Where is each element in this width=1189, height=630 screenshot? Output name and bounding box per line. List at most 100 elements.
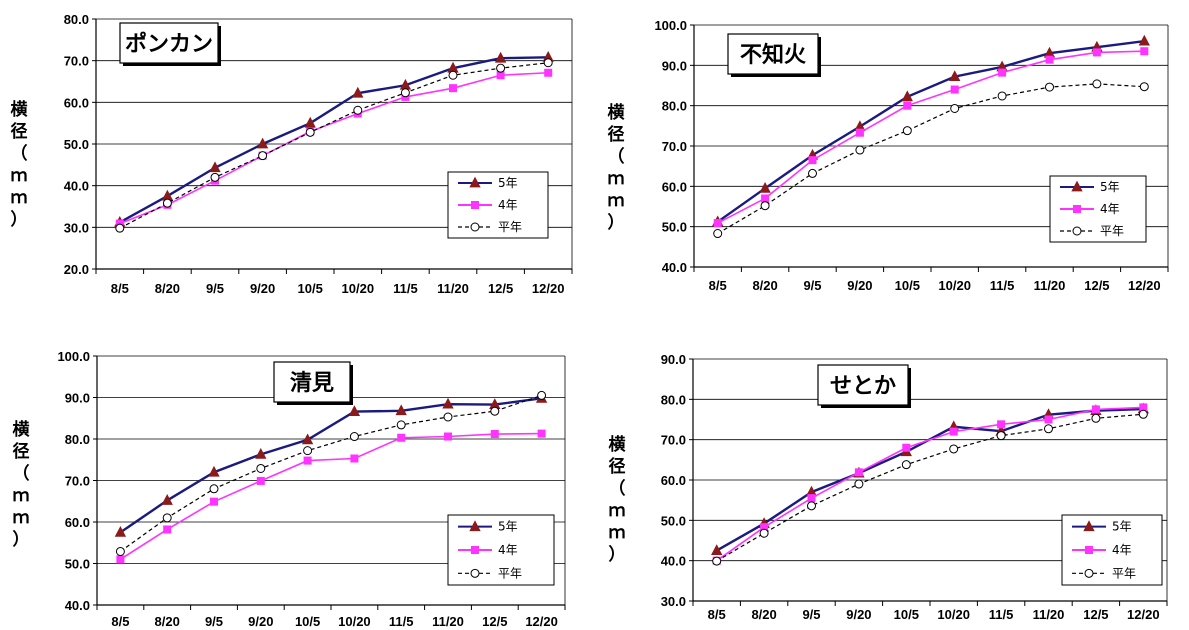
y-axis-label-char: 横 [609,434,626,455]
data-point [353,105,363,115]
x-tick-label: 11/5 [389,614,414,629]
chart-2: 40.0 50.0 60.0 70.0 80.0 90.0 100.0 8/5 8/20 9/5 9… [608,18,1169,293]
data-point [161,494,173,505]
chart-title: せとか [830,374,896,399]
y-axis-label-char: ｍ [13,508,30,528]
data-point [807,494,816,503]
x-tick-label: 12/5 [1083,607,1108,622]
series-line-1 [717,39,1145,223]
y-axis-label-char: 横 [11,99,28,120]
data-point [949,427,958,436]
legend-label: 平年 [498,220,522,234]
data-point [713,219,722,228]
y-tick-label: 30.0 [64,220,89,235]
x-tick-label: 12/5 [488,281,513,296]
data-point [537,390,547,400]
y-axis-label-char: ｍ [13,486,30,506]
data-point [1045,55,1054,64]
data-point [855,145,865,155]
data-point [544,68,553,77]
data-point [210,172,220,182]
x-tick-label: 9/5 [206,281,224,296]
data-point [258,151,268,161]
y-axis-label-char: 径 [609,456,626,477]
legend-label: 5年 [498,176,518,190]
data-point [997,91,1007,101]
data-point [712,556,722,566]
data-point [256,476,265,485]
data-point [163,525,172,534]
data-point [116,555,125,564]
series-line-2 [119,432,542,561]
y-tick-label: 90.0 [661,352,686,367]
data-point [115,546,125,556]
data-point [855,128,864,137]
x-tick-label: 10/5 [895,278,920,293]
x-tick-label: 11/5 [990,278,1015,293]
x-tick-label: 12/20 [1128,278,1161,293]
y-axis-label-char: （ [11,143,28,164]
y-axis-label-char: 横 [608,102,625,123]
y-tick-label: 80.0 [65,432,90,447]
data-point [807,501,816,511]
x-tick-label: 12/20 [525,614,558,629]
y-axis-label-char: （ [608,146,625,167]
data-point [162,198,172,208]
y-tick-label: 50.0 [64,137,89,152]
x-tick-label: 8/20 [155,281,180,296]
data-point [114,526,127,537]
data-point [442,397,454,409]
data-point [713,229,723,239]
x-tick-label: 8/5 [111,614,129,629]
x-tick-label: 9/20 [250,281,275,296]
y-tick-label: 90.0 [662,58,687,73]
y-axis-label-char: （ [13,463,30,484]
y-tick-label: 40.0 [64,179,89,194]
chart-3: 40.0 50.0 60.0 70.0 80.0 90.0 100.0 8/5 8/20 9/5 9… [13,349,566,629]
legend-marker [470,568,480,578]
series-line-2 [717,50,1145,224]
data-point [352,86,364,98]
data-point [449,84,457,93]
y-tick-label: 50.0 [65,557,90,572]
x-tick-label: 9/5 [205,614,223,629]
x-tick-label: 8/20 [751,607,776,622]
data-point [209,484,219,494]
data-point [543,58,553,68]
legend-marker [469,520,481,532]
y-axis-label-char: （ [609,478,626,499]
y-axis-label-char: ｍ [609,523,626,543]
data-point [759,181,771,193]
data-point [303,446,313,456]
data-point [305,127,315,137]
x-tick-label: 8/20 [155,614,180,629]
legend-marker [471,546,479,554]
data-point [348,405,361,417]
y-tick-label: 70.0 [661,433,686,448]
data-point [760,201,770,211]
x-tick-label: 8/5 [708,607,726,622]
data-point [711,544,723,555]
data-point [349,432,359,442]
chart-title: 不知火 [740,42,806,68]
y-axis-label-char: ） [608,212,625,233]
data-point [490,430,499,439]
data-point [902,443,911,452]
data-point [1045,82,1054,92]
legend-label: 4年 [498,543,518,557]
data-point [997,420,1006,429]
data-point [902,126,912,136]
data-point [1140,47,1149,56]
x-tick-label: 11/5 [393,281,418,296]
data-point [950,85,959,94]
y-tick-label: 40.0 [65,598,90,613]
data-point [808,168,817,178]
x-tick-label: 9/20 [248,614,273,629]
data-point [1138,409,1148,419]
data-point [397,433,406,442]
data-point [1091,413,1101,423]
data-point [1139,82,1149,92]
y-tick-label: 80.0 [64,12,89,27]
data-point [210,497,218,506]
